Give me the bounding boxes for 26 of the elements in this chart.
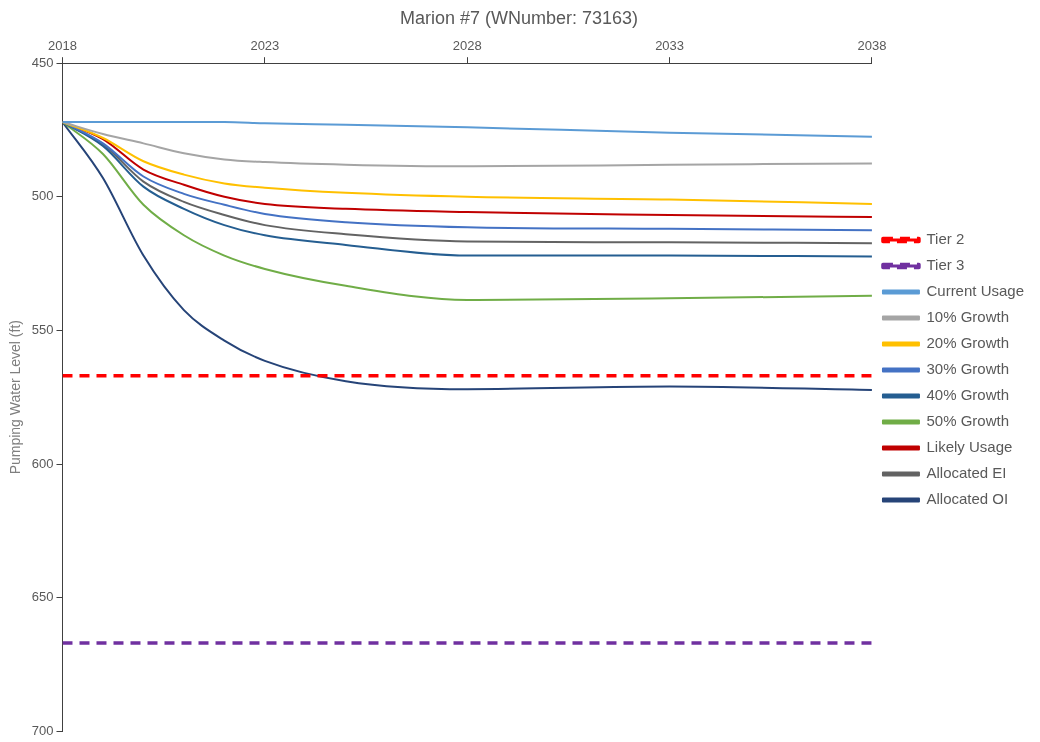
x-tick-label: 2028 [452, 37, 482, 53]
line-series [62, 120, 872, 168]
legend-label: Likely Usage [926, 438, 1013, 456]
legend-label: 10% Growth [926, 308, 1009, 326]
y-tick-label: 650 [31, 589, 54, 605]
y-tick-label: 550 [31, 321, 54, 337]
y-tick-label: 600 [31, 455, 54, 471]
y-axis-title: Pumping Water Level (ft) [7, 320, 24, 475]
legend-label: 50% Growth [926, 412, 1009, 430]
x-tick-label: 2033 [655, 37, 685, 53]
y-tick-label: 700 [31, 722, 54, 738]
legend-label: Tier 3 [926, 256, 965, 274]
x-tick-label: 2038 [857, 37, 887, 53]
y-tick-label: 450 [31, 54, 54, 70]
x-tick-label: 2023 [250, 37, 280, 53]
x-tick-label: 2018 [48, 37, 77, 53]
legend-label: Current Usage [926, 282, 1024, 300]
legend-label: 30% Growth [926, 360, 1009, 378]
y-tick-label: 500 [31, 188, 54, 204]
legend-label: 20% Growth [926, 334, 1009, 352]
legend-label: Allocated EI [926, 464, 1007, 482]
legend-label: Allocated OI [926, 490, 1009, 508]
line-series [62, 120, 872, 138]
legend-label: Tier 2 [926, 230, 965, 248]
legend-label: 40% Growth [926, 386, 1009, 404]
chart-title: Marion #7 (WNumber: 73163) [399, 7, 639, 28]
